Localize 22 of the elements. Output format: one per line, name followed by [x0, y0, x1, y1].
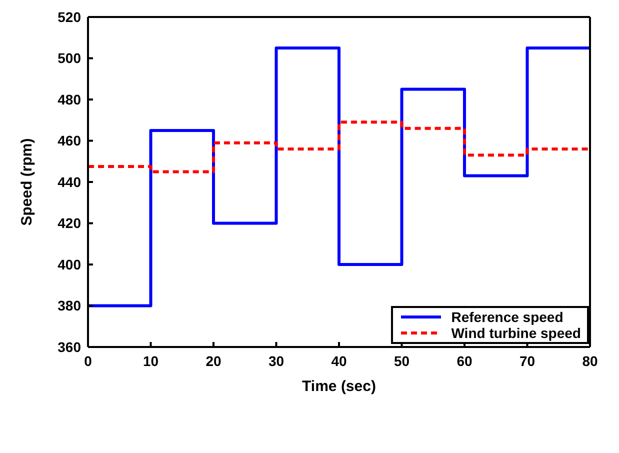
x-tick-label: 0 [84, 352, 92, 369]
x-axis-title: Time (sec) [302, 378, 376, 395]
y-tick-label: 400 [58, 256, 82, 272]
y-tick-label: 460 [58, 132, 82, 149]
x-tick-label: 80 [582, 352, 598, 369]
x-tick-label: 10 [142, 352, 159, 369]
legend-label: Wind turbine speed [451, 325, 581, 341]
y-axis-title: Speed (rpm) [18, 138, 36, 226]
legend-label: Reference speed [451, 309, 564, 325]
x-tick-label: 40 [331, 352, 347, 369]
y-tick-label: 360 [58, 338, 82, 355]
x-tick-label: 60 [456, 352, 472, 369]
y-tick-label: 420 [58, 215, 82, 232]
y-tick-label: 520 [58, 8, 82, 25]
y-tick-label: 500 [58, 50, 82, 66]
x-tick-label: 50 [394, 352, 410, 369]
x-tick-label: 70 [519, 352, 536, 369]
x-tick-label: 20 [206, 352, 222, 369]
y-tick-label: 380 [58, 298, 82, 314]
x-tick-label: 30 [268, 352, 284, 369]
y-tick-label: 480 [58, 91, 82, 108]
y-tick-label: 440 [58, 174, 82, 190]
